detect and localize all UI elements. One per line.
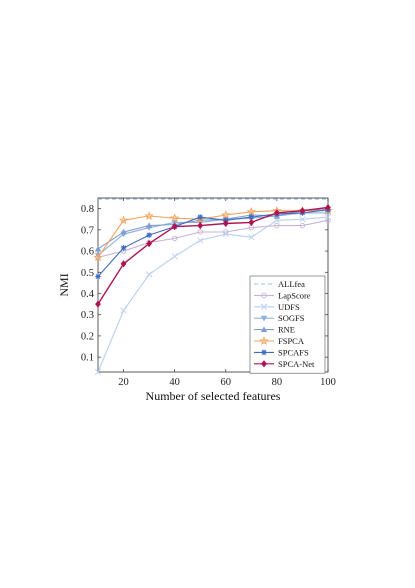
- data-point-udfs: [94, 368, 102, 376]
- legend-label-spca-net: SPCA-Net: [278, 359, 315, 369]
- data-point-udfs: [145, 271, 153, 278]
- legend-marker-spcafs: [261, 349, 267, 356]
- data-point-udfs: [120, 307, 127, 314]
- legend-entry-sogfs: SOGFS: [254, 313, 305, 323]
- y-tick-label: 0.8: [81, 204, 94, 215]
- legend-label-sogfs: SOGFS: [278, 313, 305, 323]
- data-point-rne: [120, 228, 127, 235]
- series-spcafs: [95, 206, 331, 280]
- legend-marker-udfs: [260, 303, 268, 310]
- legend-entry-rne: RNE: [254, 325, 295, 335]
- legend-entry-fspca: FSPCA: [254, 336, 305, 346]
- y-axis-ticks: 0.1 0.2 0.3 0.4 0.5 0.6 0.7 0.8: [81, 204, 328, 364]
- data-point-fspca: [118, 215, 129, 225]
- data-point-spca-net: [171, 222, 178, 231]
- data-point-rne: [94, 245, 102, 252]
- data-point-udfs: [299, 216, 306, 223]
- data-point-lapscore: [171, 235, 178, 242]
- data-point-spca-net: [120, 260, 127, 268]
- legend-entry-spca-net: SPCA-Net: [254, 359, 315, 369]
- legend-entry-allfea: ALLfea: [254, 279, 305, 289]
- y-tick-label: 0.1: [81, 353, 94, 364]
- legend-entry-udfs: UDFS: [254, 302, 300, 312]
- data-point-spcafs: [248, 214, 255, 220]
- series-udfs: [94, 213, 332, 376]
- data-point-lapscore: [274, 222, 280, 229]
- plot-border: [97, 197, 329, 373]
- data-point-spca-net: [222, 219, 229, 228]
- x-tick-label: 40: [169, 377, 180, 388]
- series-sogfs: [94, 210, 332, 259]
- data-point-spcafs: [146, 232, 152, 238]
- legend-label-rne: RNE: [278, 325, 295, 335]
- legend-entry-lapscore: LapScore: [254, 290, 311, 300]
- data-point-spcafs: [95, 273, 101, 280]
- legend-label-fspca: FSPCA: [278, 336, 305, 346]
- series-line-fspca: [97, 210, 328, 258]
- y-tick-label: 0.3: [81, 310, 94, 321]
- series-line-spca-net: [97, 206, 329, 305]
- legend-box: [249, 275, 326, 374]
- y-tick-label: 0.4: [81, 289, 95, 300]
- data-point-fspca: [169, 213, 180, 223]
- data-point-spcafs: [120, 245, 127, 251]
- y-tick-label: 0.6: [81, 247, 94, 258]
- x-tick-label: 100: [320, 377, 336, 388]
- legend-label-udfs: UDFS: [278, 302, 300, 312]
- data-point-fspca: [93, 252, 103, 262]
- legend-label-spcafs: SPCAFS: [278, 347, 309, 357]
- y-axis-label: NMI: [57, 273, 71, 296]
- x-axis-ticks: 20 40 60 80 100: [118, 198, 336, 388]
- data-point-udfs: [324, 213, 332, 221]
- data-point-spcafs: [197, 214, 204, 220]
- data-point-udfs: [197, 237, 204, 244]
- data-point-spca-net: [299, 207, 306, 215]
- data-point-spca-net: [248, 218, 255, 227]
- legend-label-lapscore: LapScore: [278, 290, 311, 300]
- data-point-fspca: [144, 211, 154, 220]
- data-point-lapscore: [197, 229, 203, 235]
- series-layer: [93, 198, 333, 376]
- data-point-fspca: [221, 210, 231, 219]
- y-tick-label: 0.5: [81, 268, 94, 279]
- legend-marker-fspca: [259, 336, 269, 345]
- data-point-udfs: [248, 234, 255, 241]
- data-point-spca-net: [273, 209, 280, 217]
- plot-frame: [97, 197, 329, 373]
- legend-marker-lapscore: [261, 292, 267, 299]
- series-line-lapscore: [97, 219, 329, 258]
- legend-entry-spcafs: SPCAFS: [254, 347, 309, 357]
- series-line-sogfs: [97, 212, 328, 256]
- data-point-rne: [145, 222, 153, 229]
- legend-marker-sogfs: [260, 315, 268, 322]
- series-fspca: [93, 205, 333, 262]
- data-point-udfs: [171, 253, 178, 260]
- legend-label-allfea: ALLfea: [278, 279, 305, 289]
- series-line-udfs: [97, 216, 329, 373]
- x-tick-label: 60: [221, 377, 232, 388]
- data-point-spca-net: [146, 239, 153, 248]
- legend-marker-rne: [260, 326, 268, 333]
- x-tick-label: 20: [118, 377, 129, 388]
- x-tick-label: 80: [272, 377, 283, 388]
- data-point-lapscore: [299, 222, 306, 229]
- legend-marker-spca-net: [261, 360, 267, 368]
- data-point-spca-net: [95, 300, 101, 308]
- x-axis-label: Number of selected features: [146, 389, 281, 403]
- data-point-spca-net: [197, 221, 204, 230]
- data-point-udfs: [222, 230, 229, 238]
- series-line-spcafs: [97, 209, 329, 277]
- data-point-fspca: [246, 206, 256, 216]
- y-tick-label: 0.7: [81, 225, 94, 236]
- y-tick-label: 0.2: [81, 331, 94, 342]
- series-spca-net: [95, 203, 331, 308]
- data-point-spca-net: [325, 203, 331, 212]
- data-point-lapscore: [325, 217, 331, 224]
